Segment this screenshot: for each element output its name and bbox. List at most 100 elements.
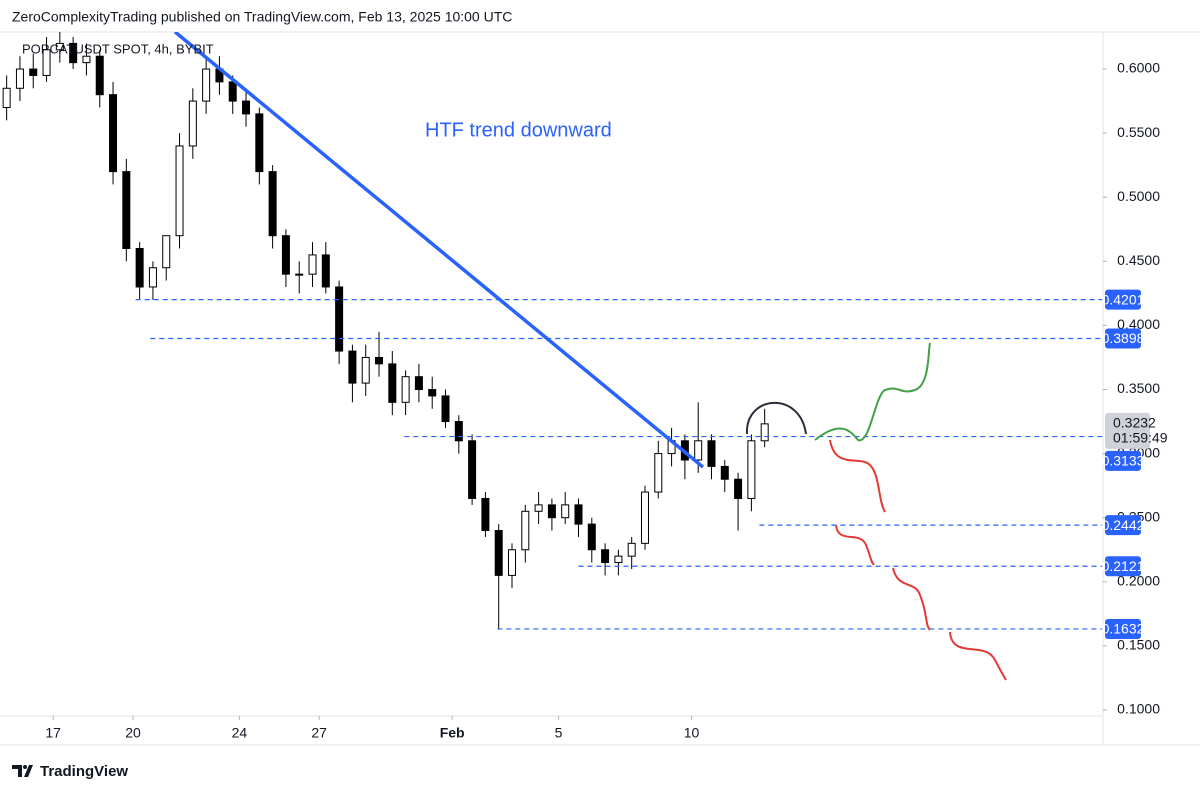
- plot-area: [2, 32, 1103, 630]
- x-tick-label: 24: [232, 725, 248, 741]
- candle-body: [561, 504, 570, 519]
- candle-body: [148, 267, 157, 288]
- y-tick-label: 0.4500: [1117, 252, 1160, 268]
- candle-body: [268, 171, 277, 237]
- candle-body: [547, 504, 556, 519]
- candle-body: [295, 273, 304, 276]
- candle-body: [162, 235, 171, 269]
- candle-body: [188, 100, 197, 147]
- level-label-box: [1105, 556, 1141, 577]
- logo-icon: [12, 765, 33, 777]
- candle-body: [441, 395, 450, 423]
- candle-body: [601, 549, 610, 564]
- footer-brand[interactable]: TradingView: [40, 763, 128, 780]
- drawn-bear-path: [892, 567, 931, 631]
- candle-body: [521, 510, 530, 551]
- candle-body: [348, 350, 357, 384]
- level-label: 0.3898: [1102, 330, 1145, 346]
- level-label: 0.1632: [1102, 621, 1145, 637]
- candle-body: [388, 363, 397, 403]
- candle-body: [640, 491, 649, 544]
- candle-body: [375, 356, 384, 365]
- level-label-box: [1105, 450, 1141, 471]
- candle-body: [122, 171, 131, 250]
- footer-logo: [12, 765, 33, 777]
- annotation: HTF trend downward: [425, 119, 612, 141]
- candle-body: [760, 423, 769, 442]
- last-price-box: [1105, 412, 1150, 449]
- candle-body: [481, 497, 490, 532]
- level-label: 0.2121: [1102, 558, 1145, 574]
- candle-body: [109, 94, 118, 173]
- y-tick-label: 0.6000: [1117, 60, 1160, 76]
- candle-body: [627, 542, 636, 557]
- header-bar: [0, 0, 1200, 32]
- candle-body: [95, 55, 104, 96]
- x-tick-label: 5: [555, 725, 563, 741]
- candle-body: [720, 465, 729, 480]
- candle-body: [468, 440, 477, 499]
- candle-body: [508, 549, 517, 576]
- candle-body: [734, 478, 743, 499]
- countdown-label: 01:59:49: [1113, 430, 1168, 446]
- candle-body: [707, 440, 716, 467]
- x-tick-label: Feb: [440, 725, 465, 741]
- candle-body: [242, 100, 251, 115]
- candle-body: [414, 376, 423, 391]
- drawn-bull-path: [814, 342, 931, 442]
- candle-body: [42, 49, 51, 76]
- candle-body: [29, 68, 38, 76]
- candle-body: [614, 555, 623, 564]
- candle-body: [55, 42, 64, 51]
- candle-body: [747, 440, 756, 499]
- level-label-box: [1105, 328, 1141, 349]
- y-tick-label: 0.5500: [1117, 124, 1160, 140]
- candle-body: [361, 356, 370, 384]
- symbol-label: POPCATUSDT SPOT, 4h, BYBIT: [22, 41, 214, 56]
- level-label: 0.3133: [1102, 453, 1145, 469]
- drawings: [745, 342, 1007, 681]
- y-tick-label: 0.5000: [1117, 188, 1160, 204]
- candle-body: [534, 504, 543, 512]
- drawn-bear-path: [949, 631, 1007, 681]
- candle-body: [428, 389, 437, 397]
- level-label-box: [1105, 618, 1141, 639]
- candle-body: [135, 248, 144, 288]
- last-price-label: 0.3232: [1113, 415, 1156, 431]
- candle-body: [15, 68, 24, 89]
- drawn-bear-path: [829, 439, 886, 513]
- candle-body: [69, 42, 78, 64]
- candle-body: [281, 235, 290, 275]
- y-tick-label: 0.4000: [1117, 316, 1160, 332]
- candle-body: [587, 523, 596, 551]
- candle-body: [82, 55, 91, 64]
- level-label-box: [1105, 289, 1141, 310]
- y-tick-label: 0.2000: [1117, 572, 1160, 588]
- y-tick-label: 0.1500: [1117, 637, 1160, 653]
- candle-body: [574, 504, 583, 525]
- header-text: ZeroComplexityTrading published on Tradi…: [12, 9, 512, 25]
- x-tick-label: 10: [684, 725, 700, 741]
- drawn-arc: [745, 401, 807, 435]
- candle-body: [228, 81, 237, 102]
- y-tick-label: 0.3500: [1117, 380, 1160, 396]
- candle-body: [494, 530, 503, 576]
- candle-body: [401, 376, 410, 403]
- level-label: 0.4201: [1102, 291, 1145, 307]
- candle-body: [654, 453, 663, 493]
- candle-body: [454, 421, 463, 442]
- candle-body: [202, 68, 211, 102]
- candle-body: [308, 254, 317, 275]
- logo-dot: [23, 765, 27, 769]
- y-tick-label: 0.1000: [1117, 701, 1160, 717]
- level-label-box: [1105, 515, 1141, 536]
- candle-body: [255, 113, 264, 173]
- x-tick-label: 27: [311, 725, 327, 741]
- x-tick-label: 17: [45, 725, 61, 741]
- candle-body: [175, 145, 184, 237]
- candle-body: [2, 87, 11, 109]
- candle-body: [694, 440, 703, 461]
- x-tick-label: 20: [125, 725, 141, 741]
